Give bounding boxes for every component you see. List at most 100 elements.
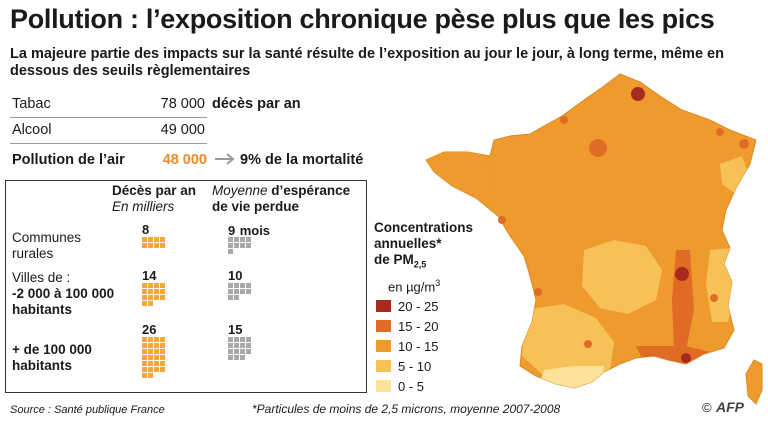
life-lost-square — [228, 343, 233, 348]
row-label-towns: Villes de : -2 000 à 100 000 habitants — [12, 270, 114, 318]
legend-unit-sup: 3 — [435, 278, 441, 288]
page-title: Pollution : l’exposition chronique pèse … — [10, 4, 715, 34]
mortality-share-suffix: de la mortalité — [265, 152, 364, 168]
mortality-share-value: 9% — [240, 152, 261, 168]
legend-label: 10 - 15 — [398, 339, 439, 354]
deaths-value-cities: 26 — [142, 322, 157, 337]
death-square — [148, 349, 153, 354]
stat-label-tabac: Tabac — [12, 96, 51, 112]
deaths-squares-towns — [142, 283, 166, 307]
copyright-icon: © — [702, 400, 712, 415]
life-lost-square — [234, 243, 239, 248]
legend-unit-text: en µg/m — [388, 279, 436, 295]
life-lost-square — [228, 355, 233, 360]
source-note: Source : Santé publique France — [10, 404, 165, 416]
hotspot-strasbourg — [739, 139, 749, 149]
death-square — [148, 373, 153, 378]
life-lost-square — [240, 355, 245, 360]
life-squares-rural — [228, 237, 252, 255]
life-lost-square — [234, 355, 239, 360]
death-square — [154, 367, 159, 372]
death-square — [160, 343, 165, 348]
life-lost-square — [246, 337, 251, 342]
death-square — [142, 301, 147, 306]
death-square — [148, 295, 153, 300]
death-square — [148, 283, 153, 288]
row-label-line: rurales — [12, 246, 54, 261]
death-square — [142, 283, 147, 288]
row-label-line: + de 100 000 — [12, 342, 92, 357]
region-southwest — [522, 304, 614, 382]
life-lost-square — [228, 337, 233, 342]
col-life-title-italic: Moyenne — [212, 183, 268, 198]
death-square — [154, 283, 159, 288]
hotspot-rouen — [560, 116, 568, 124]
legend-label: 20 - 25 — [398, 299, 439, 314]
death-square — [142, 295, 147, 300]
death-square — [148, 343, 153, 348]
life-lost-value-towns: 10 — [228, 268, 243, 283]
death-square — [142, 343, 147, 348]
life-lost-square — [234, 283, 239, 288]
life-squares-cities — [228, 337, 252, 361]
life-lost-square — [240, 283, 245, 288]
life-lost-square — [228, 243, 233, 248]
legend-swatch — [376, 300, 391, 312]
death-square — [154, 289, 159, 294]
stat-label-air: Pollution de l’air — [12, 152, 125, 168]
row-label-line: habitants — [12, 358, 73, 373]
death-square — [160, 237, 165, 242]
col-deaths-subtitle: En milliers — [112, 199, 175, 214]
life-lost-square — [234, 237, 239, 242]
stat-value-air: 48 000 — [162, 152, 207, 168]
life-lost-value-rural: 9 — [228, 223, 236, 238]
life-lost-square — [228, 295, 233, 300]
hotspot-lille — [631, 87, 645, 101]
life-lost-square — [246, 243, 251, 248]
death-square — [154, 361, 159, 366]
legend-swatch — [376, 360, 391, 372]
legend-title-line: de PM2,5 — [374, 252, 473, 273]
death-square — [160, 295, 165, 300]
region-pyrenees — [540, 366, 604, 388]
deaths-per-year-label: décès par an — [212, 96, 301, 112]
stat-value-tabac: 78 000 — [160, 96, 205, 112]
life-lost-square — [240, 349, 245, 354]
divider — [10, 143, 207, 144]
corsica-island — [745, 359, 763, 405]
detail-table — [5, 180, 367, 393]
life-lost-square — [240, 337, 245, 342]
col-life-title-line2: de vie perdue — [212, 199, 300, 214]
stat-label-alcool: Alcool — [12, 122, 52, 138]
death-square — [148, 237, 153, 242]
life-lost-square — [228, 349, 233, 354]
stat-value-alcool: 49 000 — [160, 122, 205, 138]
death-square — [154, 295, 159, 300]
death-square — [160, 361, 165, 366]
death-square — [154, 243, 159, 248]
death-square — [148, 289, 153, 294]
life-lost-rural: 9 mois — [228, 222, 270, 240]
life-lost-square — [240, 243, 245, 248]
deaths-value-towns: 14 — [142, 268, 157, 283]
death-square — [142, 243, 147, 248]
row-label-cities: + de 100 000 habitants — [12, 342, 92, 374]
deaths-value-rural: 8 — [142, 222, 150, 237]
life-lost-square — [246, 343, 251, 348]
life-lost-square — [228, 237, 233, 242]
region-brittany-north — [426, 148, 496, 192]
life-lost-square — [234, 349, 239, 354]
life-lost-square — [240, 289, 245, 294]
hotspot-toulouse — [584, 340, 592, 348]
hotspot-grenoble — [710, 294, 718, 302]
death-square — [148, 355, 153, 360]
death-square — [148, 301, 153, 306]
col-life-title-rest: d’espérance — [267, 183, 351, 198]
death-square — [160, 243, 165, 248]
hotspot-paris — [589, 139, 607, 157]
legend-swatch — [376, 320, 391, 332]
life-lost-square — [246, 289, 251, 294]
legend-title: Concentrations annuelles* de PM2,5 — [374, 220, 473, 273]
death-square — [154, 237, 159, 242]
legend-unit: en µg/m3 — [388, 278, 440, 294]
